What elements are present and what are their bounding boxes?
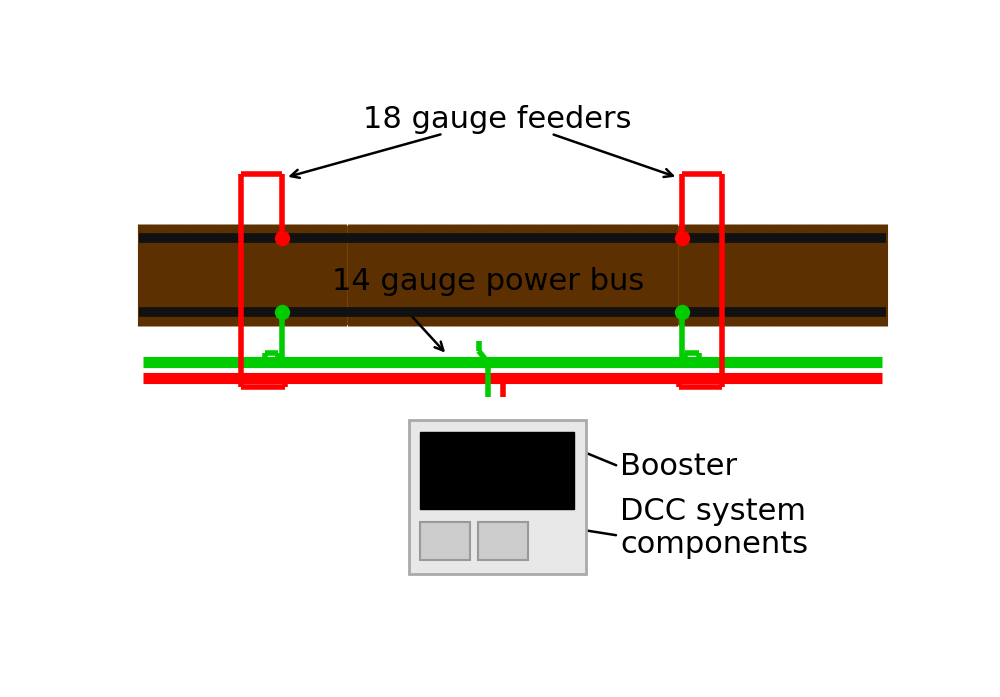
Text: 14 gauge power bus: 14 gauge power bus [332, 267, 644, 296]
Text: 18 gauge feeders: 18 gauge feeders [363, 105, 631, 135]
Bar [409, 420, 586, 574]
Bar [478, 522, 528, 560]
Bar [420, 431, 574, 509]
Bar [139, 226, 886, 324]
Bar [420, 522, 470, 560]
Text: Booster: Booster [620, 452, 737, 481]
Text: DCC system
components: DCC system components [620, 497, 808, 559]
